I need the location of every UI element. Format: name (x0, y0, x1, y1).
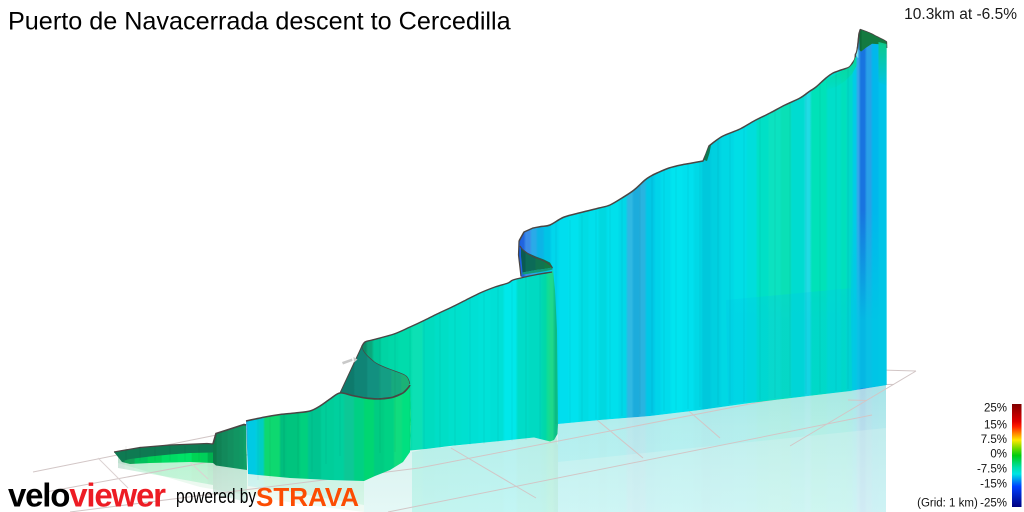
svg-text:STRAVA: STRAVA (256, 482, 359, 512)
svg-text:-25%: -25% (980, 498, 1007, 510)
svg-text:-7.5%: -7.5% (977, 464, 1007, 476)
svg-text:15%: 15% (984, 420, 1007, 432)
svg-text:-15%: -15% (980, 479, 1007, 491)
svg-text:7.5%: 7.5% (981, 434, 1007, 446)
svg-text:veloviewer: veloviewer (8, 477, 166, 512)
svg-text:Puerto de Navacerrada descent: Puerto de Navacerrada descent to Cercedi… (8, 8, 512, 36)
svg-text:powered by: powered by (176, 485, 256, 507)
svg-text:10.3km at -6.5%: 10.3km at -6.5% (904, 6, 1017, 23)
svg-text:25%: 25% (984, 403, 1007, 415)
svg-text:0%: 0% (990, 449, 1007, 461)
svg-text:(Grid: 1 km): (Grid: 1 km) (917, 498, 981, 510)
